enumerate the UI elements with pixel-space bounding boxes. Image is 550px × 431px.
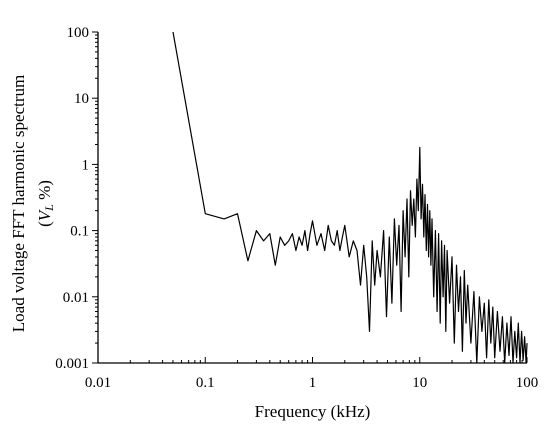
y-tick-label: 1 xyxy=(82,157,90,173)
y-tick-label: 0.001 xyxy=(55,356,89,372)
y-axis-title-var: V xyxy=(35,208,54,221)
y-axis-title-line2: (VL %) xyxy=(35,180,56,227)
y-tick-labels: 0.001 0.01 0.1 1 10 100 xyxy=(55,25,89,372)
x-tick-label: 10 xyxy=(412,375,427,391)
y-tick-label: 0.1 xyxy=(70,224,89,240)
series xyxy=(172,31,528,364)
spectrum-line xyxy=(172,31,528,364)
y-axis-title: Load voltage FFT harmonic spectrum (VL %… xyxy=(9,75,56,332)
y-axis-title-line1: Load voltage FFT harmonic spectrum xyxy=(9,75,28,332)
y-tick-label: 10 xyxy=(74,91,89,107)
y-tick-label: 0.01 xyxy=(63,290,89,306)
y-axis-title-close: %) xyxy=(35,180,54,204)
y-axis-title-sub: L xyxy=(42,204,56,212)
y-axis-title-open: ( xyxy=(35,221,54,227)
x-tick-label: 0.01 xyxy=(85,375,111,391)
x-tick-labels: 0.01 0.1 1 10 100 xyxy=(85,375,538,391)
x-axis-title: Frequency (kHz) xyxy=(255,402,371,421)
tick-marks xyxy=(92,31,528,364)
axes xyxy=(97,32,527,364)
x-tick-label: 100 xyxy=(516,375,539,391)
x-tick-label: 1 xyxy=(309,375,317,391)
x-tick-label: 0.1 xyxy=(196,375,215,391)
y-tick-label: 100 xyxy=(67,25,90,41)
